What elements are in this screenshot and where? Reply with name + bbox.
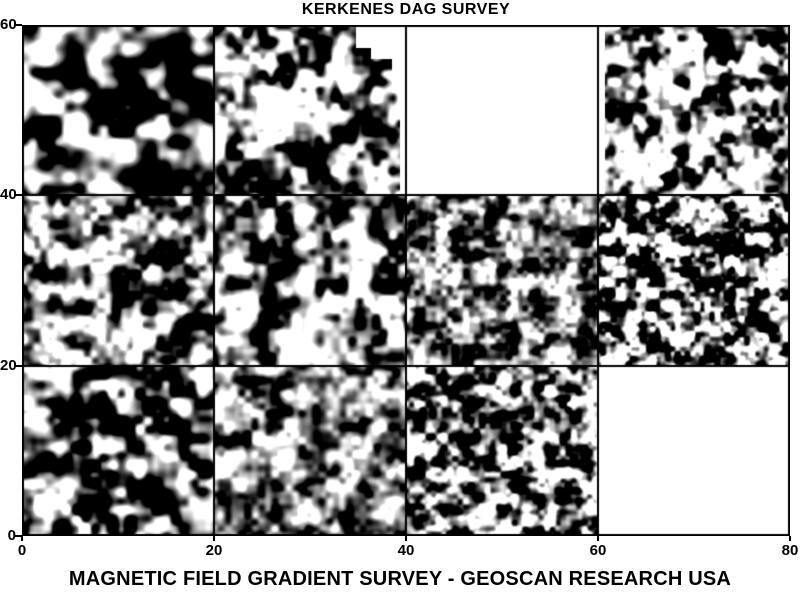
- y-tick-mark: [15, 535, 22, 537]
- y-tick-mark: [15, 364, 22, 367]
- x-tick-label: 40: [397, 542, 415, 559]
- chart-caption: MAGNETIC FIELD GRADIENT SURVEY - GEOSCAN…: [68, 568, 732, 590]
- x-tick-mark: [21, 536, 23, 541]
- x-tick-label: 20: [205, 542, 223, 559]
- chart-title: KERKENES DAG SURVEY: [301, 1, 511, 18]
- plot-area: [22, 25, 790, 536]
- x-tick-label: 80: [781, 542, 799, 559]
- x-tick-label: 0: [17, 542, 27, 559]
- y-tick-label: 40: [0, 186, 17, 204]
- y-tick-label: 0: [7, 527, 16, 544]
- x-tick-mark: [405, 536, 407, 541]
- survey-heatmap-canvas: [22, 25, 790, 536]
- y-tick-mark: [15, 194, 22, 197]
- x-tick-mark: [213, 536, 215, 541]
- x-tick-mark: [789, 536, 791, 541]
- y-tick-mark: [15, 24, 22, 26]
- y-tick-label: 60: [0, 16, 17, 33]
- x-tick-label: 60: [589, 542, 607, 559]
- x-tick-mark: [597, 536, 599, 541]
- y-tick-label: 20: [0, 356, 17, 374]
